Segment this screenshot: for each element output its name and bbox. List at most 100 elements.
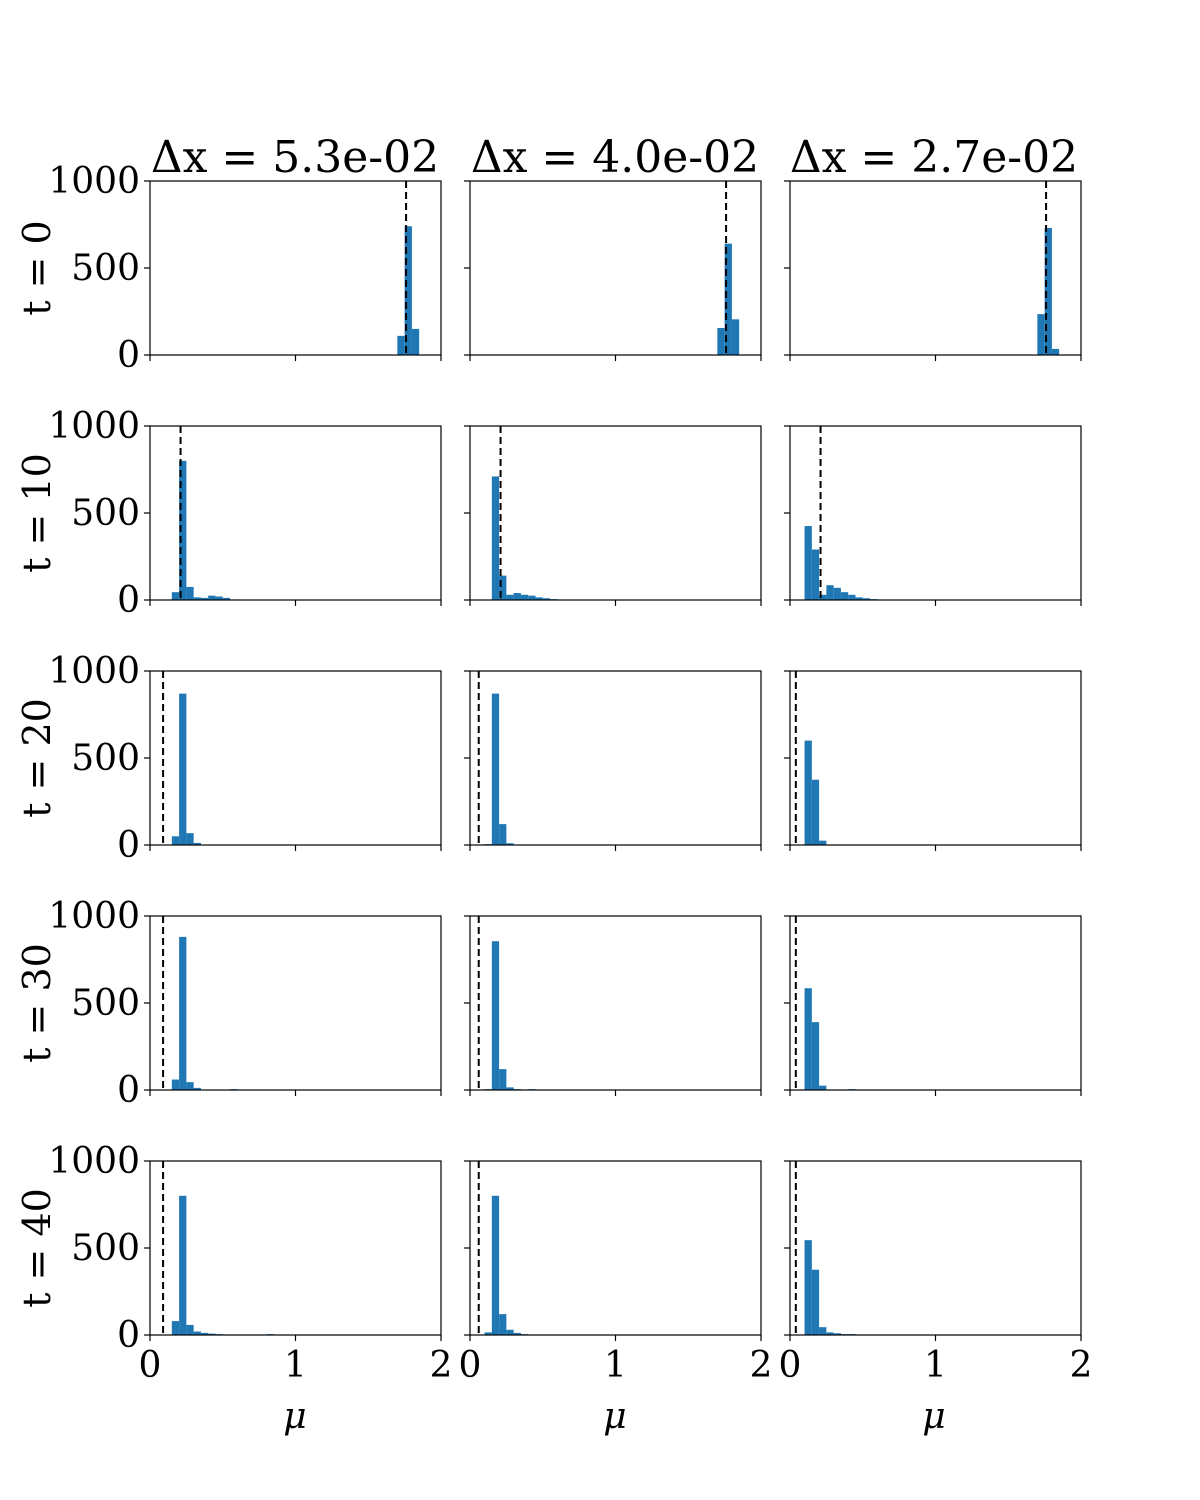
histogram-bar — [520, 594, 529, 600]
axes-frame — [149, 670, 442, 846]
histogram-bar — [804, 1240, 812, 1335]
histogram-bar — [506, 1087, 514, 1090]
panel-col3-row1 — [784, 180, 1082, 361]
histogram-bar — [171, 1321, 180, 1335]
panel-col2-row3 — [464, 670, 762, 851]
row-label-4: t = 30 — [15, 943, 59, 1063]
histogram-bar — [491, 693, 500, 845]
axes-frame — [149, 1160, 442, 1336]
histogram-bar — [811, 1269, 820, 1335]
histogram-bar — [1037, 314, 1045, 355]
panel-col1-row4: 0 500 1000 — [48, 896, 442, 1111]
histogram-bar — [499, 824, 507, 845]
panel-col1-row1: 0 500 1000 — [48, 161, 442, 376]
y-tick-label: 1000 — [48, 896, 140, 937]
histogram-bar — [186, 586, 194, 600]
y-tick-label: 500 — [71, 493, 140, 534]
histogram-bar — [819, 1327, 827, 1335]
histogram-bar — [484, 1332, 492, 1335]
axes-frame — [149, 180, 442, 356]
histogram-bar — [179, 693, 187, 845]
x-tick-label: 0 — [139, 1345, 162, 1386]
y-tick-label: 1000 — [48, 651, 140, 692]
histogram-bar — [862, 598, 871, 600]
histogram-bar — [215, 596, 223, 600]
histogram-bar — [1044, 227, 1052, 355]
histogram-bar — [499, 1069, 507, 1090]
panels: 0500100005001000050010000500100005001000… — [48, 161, 1092, 1386]
axes-frame — [469, 1160, 762, 1336]
histogram-bar — [724, 243, 732, 355]
histogram-bar — [179, 460, 187, 600]
histogram-bar — [179, 1195, 187, 1335]
histogram-bar — [855, 597, 863, 600]
histogram-bar — [848, 594, 856, 600]
histogram-bar — [826, 585, 834, 600]
histogram-bar — [819, 840, 827, 845]
y-tick-label: 0 — [117, 825, 140, 866]
histogram-bar — [186, 833, 194, 845]
histogram-bar — [499, 1314, 507, 1335]
row-labels: t = 0 t = 10 t = 20 t = 30 t = 40 — [15, 220, 59, 1308]
histogram-bar — [506, 594, 514, 600]
y-tick-label: 0 — [117, 580, 140, 621]
histogram-bar — [193, 597, 201, 600]
column-title-3: Δx = 2.7e-02 — [790, 132, 1078, 183]
y-tick-label: 1000 — [48, 406, 140, 447]
axes-frame — [469, 670, 762, 846]
histogram-bar — [186, 1082, 194, 1090]
x-tick-label: 1 — [924, 1345, 947, 1386]
axes-frame — [789, 915, 1082, 1091]
x-tick-label: 2 — [430, 1345, 453, 1386]
x-axis-label-3: μ — [922, 1396, 945, 1437]
histogram-bar — [811, 549, 820, 600]
panel-col1-row3: 0 500 1000 — [48, 651, 442, 866]
axes-frame — [469, 915, 762, 1091]
row-label-1: t = 0 — [15, 220, 59, 315]
histogram-bar — [811, 779, 820, 845]
panel-col2-row5: 0 1 2 — [459, 1160, 773, 1386]
y-tick-label: 500 — [71, 1228, 140, 1269]
x-tick-label: 1 — [284, 1345, 307, 1386]
panel-col3-row2 — [784, 425, 1082, 606]
x-tick-label: 2 — [1070, 1345, 1093, 1386]
column-titles: Δx = 5.3e-02 Δx = 4.0e-02 Δx = 2.7e-02 — [151, 132, 1078, 183]
histogram-bar — [542, 598, 551, 600]
histogram-bar — [491, 1195, 500, 1335]
y-tick-label: 500 — [71, 738, 140, 779]
panel-col2-row2 — [464, 425, 762, 606]
histogram-bar — [535, 597, 543, 600]
x-tick-label: 0 — [459, 1345, 482, 1386]
row-label-2: t = 10 — [15, 453, 59, 573]
histogram-bar — [193, 1087, 201, 1090]
histogram-bar — [200, 597, 209, 600]
histogram-bar — [171, 1079, 180, 1090]
panel-col1-row5: 0 500 1000 0 1 2 — [48, 1141, 452, 1386]
panel-col2-row4 — [464, 915, 762, 1096]
row-label-3: t = 20 — [15, 698, 59, 818]
histogram-bar — [193, 1331, 201, 1335]
histogram-bar — [411, 328, 420, 355]
histogram-bar — [397, 335, 405, 355]
histogram-bar — [491, 476, 500, 600]
histogram-bar — [491, 941, 500, 1090]
axes-frame — [149, 915, 442, 1091]
histogram-bar — [208, 1333, 216, 1335]
histogram-bar — [513, 593, 521, 600]
y-tick-label: 0 — [117, 1070, 140, 1111]
x-tick-label: 2 — [750, 1345, 773, 1386]
panel-col1-row2: 0 500 1000 — [48, 406, 442, 621]
x-tick-label: 0 — [779, 1345, 802, 1386]
panel-col3-row3 — [784, 670, 1082, 851]
histogram-bar — [731, 319, 740, 355]
y-tick-label: 1000 — [48, 1141, 140, 1182]
histogram-bar — [717, 328, 725, 355]
histogram-bar — [840, 592, 849, 600]
histogram-bar — [506, 1329, 514, 1335]
axes-frame — [789, 425, 1082, 601]
histogram-bar — [804, 988, 812, 1090]
histogram-bar — [222, 597, 231, 600]
panel-col3-row5: 0 1 2 — [779, 1160, 1093, 1386]
y-tick-label: 1000 — [48, 161, 140, 202]
histogram-bar — [193, 842, 201, 845]
